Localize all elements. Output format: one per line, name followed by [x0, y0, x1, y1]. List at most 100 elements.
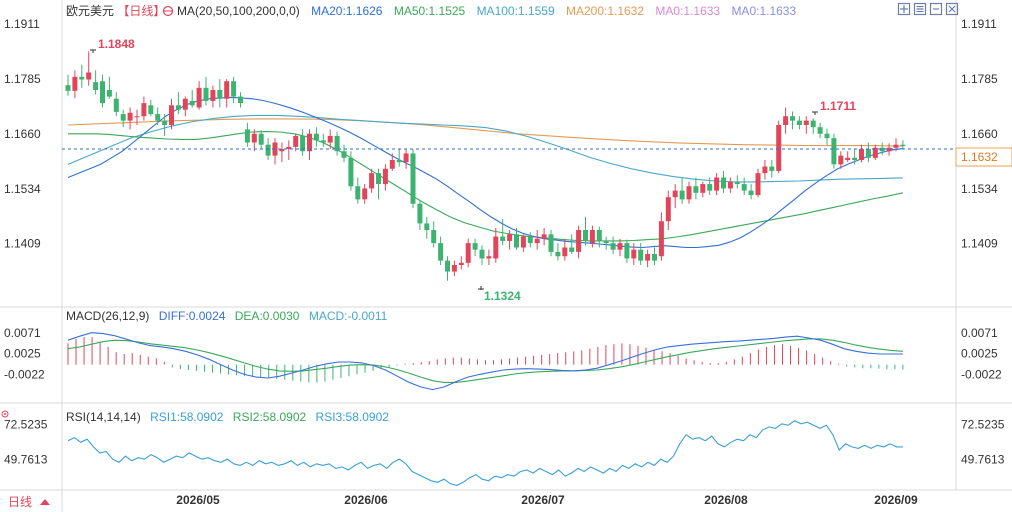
zoom-circle-icon[interactable] [162, 5, 174, 17]
candle [617, 238, 623, 257]
candle [734, 175, 740, 189]
candle [693, 177, 699, 200]
candle-body [445, 260, 450, 272]
candle [479, 245, 485, 265]
candle-body [514, 234, 519, 248]
candle [707, 177, 713, 195]
candle-body [727, 181, 733, 189]
x-tick-label: 2026/08 [704, 493, 748, 507]
candle-body [224, 81, 230, 99]
candle-body [859, 149, 864, 160]
header-legend: 欧元美元 【日线】 [66, 4, 165, 18]
candle [514, 227, 519, 250]
rsi-legend: RSI(14,14,14) RSI1:58.0902 RSI2:58.0902 … [66, 410, 389, 424]
ma100-value: MA100:1.1559 [477, 4, 555, 18]
candle-body [617, 243, 623, 250]
candle-body [534, 238, 540, 244]
ma-legend: MA(20,50,100,200,0,0) MA20:1.1626 MA50:1… [177, 4, 796, 18]
macd-histogram [67, 337, 904, 383]
ma50-line [68, 131, 904, 242]
candle-body [817, 127, 823, 134]
candle [445, 256, 450, 281]
candle [86, 51, 92, 86]
candle-body [334, 135, 340, 152]
rsi-axis: 72.5235 72.5235 49.7613 49.7613 [4, 418, 1005, 467]
candle-body [638, 249, 644, 261]
candle-body [238, 96, 243, 104]
macd-tick-left: 0.0071 [4, 326, 41, 340]
rsi-tick-left: 49.7613 [4, 453, 48, 467]
candle-body [148, 105, 154, 115]
candle [141, 96, 147, 121]
candle [320, 133, 326, 147]
candle-body [893, 144, 899, 148]
candle [507, 230, 513, 250]
candle-body [672, 190, 678, 198]
price-tick-left: 1.1785 [4, 72, 41, 86]
candle [424, 216, 430, 239]
candle [472, 238, 478, 257]
candle [817, 122, 823, 139]
shrink-icon[interactable] [929, 2, 943, 16]
price-tick-right: 1.1785 [961, 72, 998, 86]
candle [624, 239, 630, 263]
candle-body [645, 254, 651, 261]
rsi-settings-icon[interactable] [1, 410, 9, 418]
candle-body [189, 100, 195, 106]
candle [127, 107, 133, 130]
candle [548, 230, 554, 257]
candle [362, 184, 368, 204]
candle-body [376, 173, 381, 185]
candle [334, 131, 340, 156]
candle-body [479, 249, 485, 259]
candle-body [244, 129, 250, 143]
candle-body [169, 105, 174, 125]
candle-body [776, 125, 782, 171]
close-icon[interactable] [945, 2, 959, 16]
candle-body [127, 112, 133, 121]
candle-body [293, 135, 299, 147]
candle [244, 122, 250, 147]
current-price-value: 1.1632 [961, 150, 998, 164]
candle [382, 164, 388, 191]
candle [852, 149, 858, 165]
period-button[interactable]: 日线 [8, 495, 50, 509]
candle [279, 142, 285, 163]
candle-body [486, 256, 492, 259]
candle [300, 129, 306, 156]
candle-body [279, 149, 285, 152]
price-tick-left: 1.1911 [4, 17, 40, 31]
candle-body [362, 188, 368, 200]
rsi-label: RSI(14,14,14) [66, 410, 141, 424]
x-tick-label: 2026/09 [874, 493, 918, 507]
candle [762, 160, 768, 180]
candle [527, 232, 533, 248]
high1-label: 1.1848 [98, 37, 135, 51]
candle-body [548, 234, 554, 252]
candle-body [700, 184, 706, 193]
candle-body [879, 147, 885, 152]
candle-body [217, 90, 223, 99]
candle-body [382, 168, 388, 185]
candle [500, 219, 506, 246]
x-tick-label: 2026/06 [344, 493, 388, 507]
candle-body [182, 98, 188, 110]
candle-body [465, 243, 471, 263]
candle-body [555, 251, 561, 257]
candle-body [831, 138, 837, 165]
candle [686, 181, 692, 204]
candle [210, 85, 216, 108]
candle [238, 92, 243, 108]
candle-body [603, 240, 609, 244]
candle [417, 201, 423, 230]
period-label: 【日线】 [117, 4, 165, 18]
candle-body [596, 230, 602, 241]
candle [603, 236, 609, 250]
candle-body [493, 236, 499, 259]
candle [72, 70, 78, 99]
candle [486, 249, 492, 265]
settings-icon[interactable] [913, 2, 927, 16]
candle [224, 79, 230, 108]
fullscreen-icon[interactable] [897, 2, 911, 16]
